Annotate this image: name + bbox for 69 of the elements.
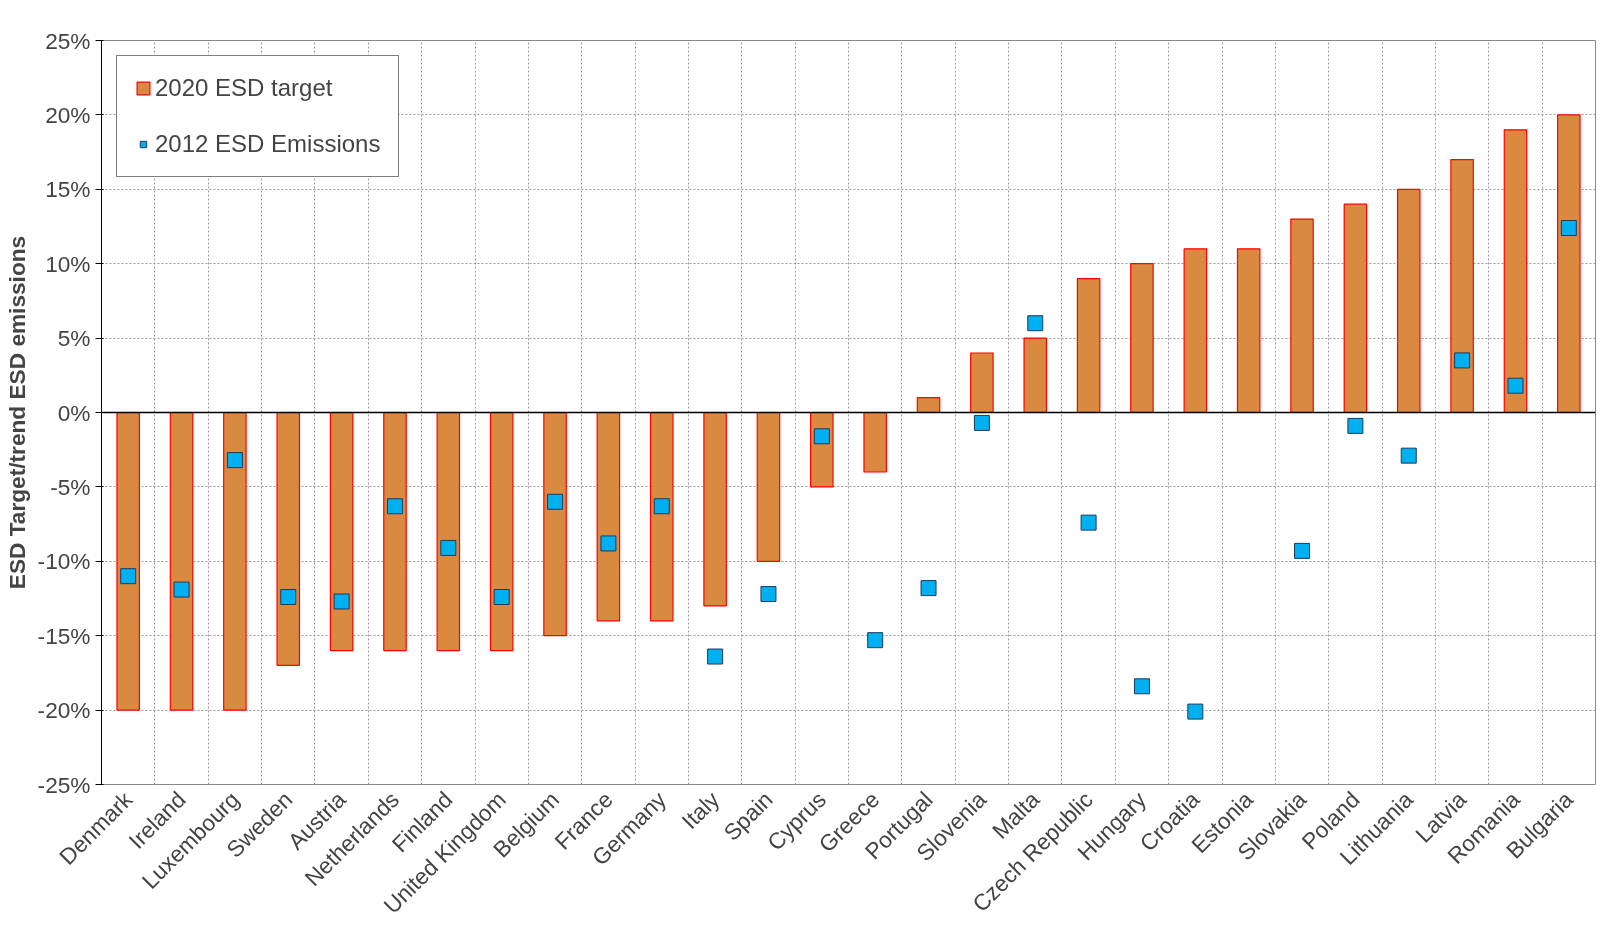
y-tick-label: -20% (37, 697, 91, 724)
point (707, 648, 724, 665)
bar (1343, 203, 1368, 414)
point (1507, 377, 1524, 394)
y-tick-label: 0% (57, 399, 91, 426)
y-tick-label: 20% (45, 101, 91, 128)
point (280, 589, 297, 606)
point (1294, 542, 1311, 559)
legend-label: 2012 ESD Emissions (155, 130, 381, 158)
point (1454, 352, 1471, 369)
y-tick-label: 25% (45, 27, 91, 54)
point (440, 539, 457, 556)
bar (116, 411, 140, 711)
bar (383, 411, 407, 652)
point (1347, 417, 1364, 434)
y-tick-label: -15% (37, 622, 91, 649)
point (1080, 514, 1097, 531)
bar (329, 411, 354, 652)
bar (543, 411, 567, 637)
bar (703, 411, 727, 607)
point (333, 593, 350, 610)
bar (1130, 263, 1154, 414)
bar (1503, 129, 1528, 414)
bar (649, 411, 674, 622)
bar (1450, 158, 1474, 414)
point (120, 568, 137, 585)
bar (276, 411, 301, 667)
point (813, 428, 830, 445)
point (760, 586, 777, 603)
bar (1076, 277, 1101, 414)
bar (169, 411, 194, 711)
bar (489, 411, 514, 652)
bar (1290, 218, 1314, 414)
point (493, 589, 510, 606)
bar (223, 411, 247, 711)
legend-label: 2020 ESD target (155, 74, 333, 102)
y-tick-label: 5% (57, 325, 91, 352)
bar (970, 352, 994, 414)
bar (863, 411, 887, 473)
bar (1557, 114, 1581, 414)
point (1560, 219, 1577, 236)
x-tick-label: Italy (676, 785, 725, 835)
y-tick-label: 15% (45, 176, 91, 203)
bar (1396, 188, 1421, 414)
point (600, 535, 617, 552)
bar (756, 411, 781, 562)
point (920, 580, 937, 597)
point (1027, 315, 1044, 332)
point (386, 498, 403, 515)
point (867, 632, 884, 649)
bar (1236, 248, 1261, 414)
point (973, 414, 990, 431)
bar (436, 411, 461, 652)
point (1400, 447, 1417, 464)
point (226, 452, 243, 469)
y-axis-title: ESD Target/trend ESD emissions (3, 235, 30, 590)
y-tick-label: -10% (37, 548, 91, 575)
bar (1183, 248, 1208, 414)
point (547, 493, 564, 510)
point (653, 498, 670, 515)
y-tick-label: 10% (45, 250, 91, 277)
bar (596, 411, 621, 622)
y-tick-label: -5% (50, 473, 91, 500)
y-tick-label: -25% (37, 771, 91, 798)
bar (916, 397, 941, 414)
bar (1023, 337, 1048, 414)
point (173, 581, 190, 598)
point (1133, 678, 1150, 695)
point (1187, 703, 1204, 720)
